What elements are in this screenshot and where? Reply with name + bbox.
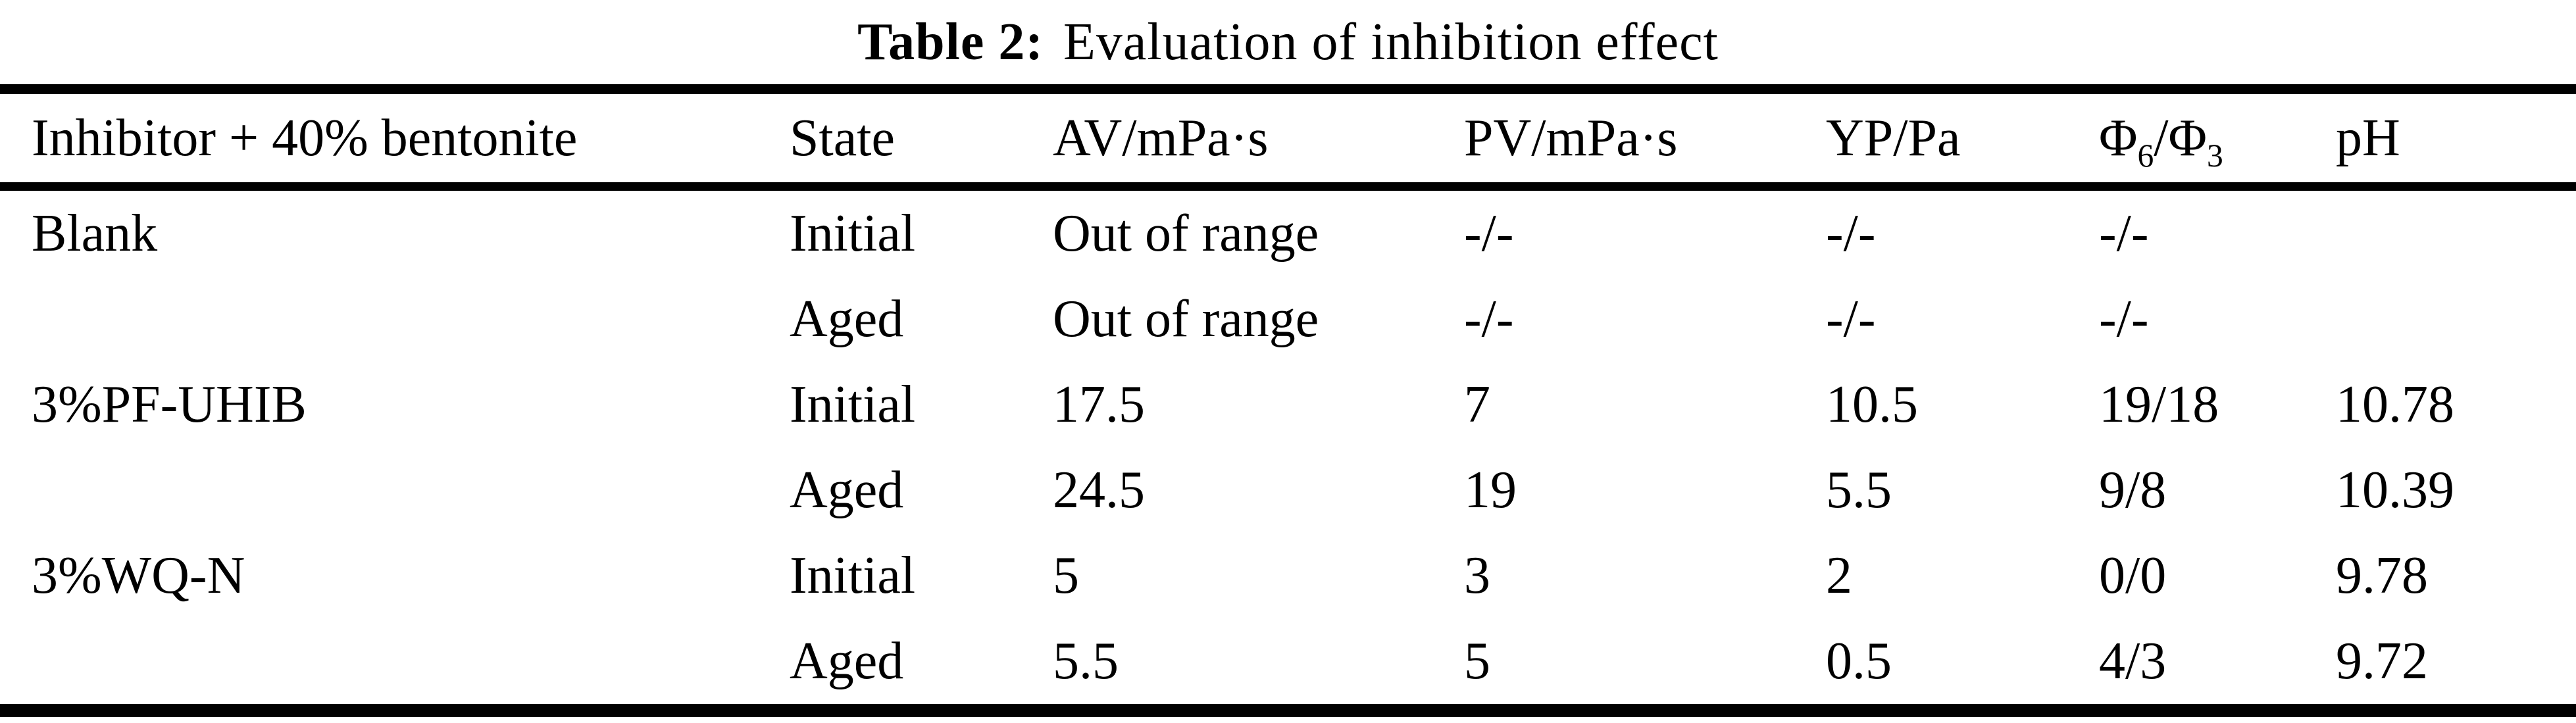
cell-inhibitor [0, 276, 790, 362]
phi-subscript-3: 3 [2207, 137, 2223, 174]
cell-inhibitor: 3%WQ-N [32, 546, 245, 605]
cell-yp: -/- [1826, 289, 1876, 348]
cell-state: Initial [790, 204, 916, 262]
cell-ph [2336, 276, 2576, 362]
header-row: Inhibitor + 40% bentonite State AV/mPa·s… [0, 89, 2576, 187]
cell-av: 5 [1053, 546, 1079, 605]
cell-phi: -/- [2099, 204, 2149, 262]
cell-pv: 7 [1464, 375, 1490, 434]
cell-phi: 19/18 [2099, 375, 2219, 434]
cell-pv: 19 [1464, 461, 1517, 519]
cell-yp: 0.5 [1826, 632, 1892, 690]
cell-yp: 5.5 [1826, 461, 1892, 519]
column-header-ph: pH [2336, 109, 2400, 167]
cell-yp: 2 [1826, 546, 1852, 605]
phi-subscript-6: 6 [2137, 137, 2154, 174]
cell-av: Out of range [1053, 289, 1319, 348]
column-header-inhibitor: Inhibitor + 40% bentonite [32, 109, 578, 167]
table-row: 3%PF-UHIB Initial 17.5 7 10.5 19/18 10.7… [0, 362, 2576, 447]
cell-phi: 9/8 [2099, 461, 2167, 519]
cell-phi: 4/3 [2099, 632, 2167, 690]
cell-av: Out of range [1053, 204, 1319, 262]
cell-phi: 0/0 [2099, 546, 2167, 605]
table-caption: Table 2: Evaluation of inhibition effect [0, 0, 2576, 84]
cell-yp: 10.5 [1826, 375, 1918, 434]
table-row: Aged Out of range -/- -/- -/- [0, 276, 2576, 362]
cell-av: 17.5 [1053, 375, 1145, 434]
column-header-phi: Φ6/Φ3 [2099, 89, 2336, 187]
cell-yp: -/- [1826, 204, 1876, 262]
column-header-av: AV/mPa·s [1053, 109, 1269, 167]
cell-state: Aged [790, 289, 904, 348]
phi-slash: / [2154, 109, 2169, 167]
table-row: Aged 24.5 19 5.5 9/8 10.39 [0, 447, 2576, 533]
cell-pv: 3 [1464, 546, 1490, 605]
cell-state: Initial [790, 546, 916, 605]
cell-ph: 10.78 [2336, 375, 2454, 434]
cell-state: Aged [790, 461, 904, 519]
cell-ph: 9.78 [2336, 546, 2428, 605]
cell-ph: 10.39 [2336, 461, 2454, 519]
cell-state: Initial [790, 375, 916, 434]
cell-pv: -/- [1464, 204, 1514, 262]
cell-av: 5.5 [1053, 632, 1119, 690]
table-row: 3%WQ-N Initial 5 3 2 0/0 9.78 [0, 533, 2576, 618]
cell-ph [2336, 187, 2576, 277]
cell-state: Aged [790, 632, 904, 690]
table-caption-text: Evaluation of inhibition effect [1063, 12, 1719, 71]
cell-inhibitor [0, 447, 790, 533]
cell-pv: 5 [1464, 632, 1490, 690]
cell-inhibitor [0, 618, 790, 711]
table-caption-label: Table 2: [857, 12, 1044, 71]
data-table: Inhibitor + 40% bentonite State AV/mPa·s… [0, 84, 2576, 717]
phi-symbol-6: Φ [2099, 109, 2138, 167]
phi-symbol-3: Φ [2168, 109, 2207, 167]
cell-phi: -/- [2099, 289, 2149, 348]
table-row: Aged 5.5 5 0.5 4/3 9.72 [0, 618, 2576, 711]
column-header-yp: YP/Pa [1826, 109, 1961, 167]
cell-inhibitor: 3%PF-UHIB [32, 375, 307, 434]
table-row: Blank Initial Out of range -/- -/- -/- [0, 187, 2576, 277]
cell-pv: -/- [1464, 289, 1514, 348]
cell-ph: 9.72 [2336, 632, 2428, 690]
column-header-pv: PV/mPa·s [1464, 109, 1678, 167]
column-header-state: State [790, 109, 895, 167]
cell-inhibitor: Blank [32, 204, 158, 262]
cell-av: 24.5 [1053, 461, 1145, 519]
